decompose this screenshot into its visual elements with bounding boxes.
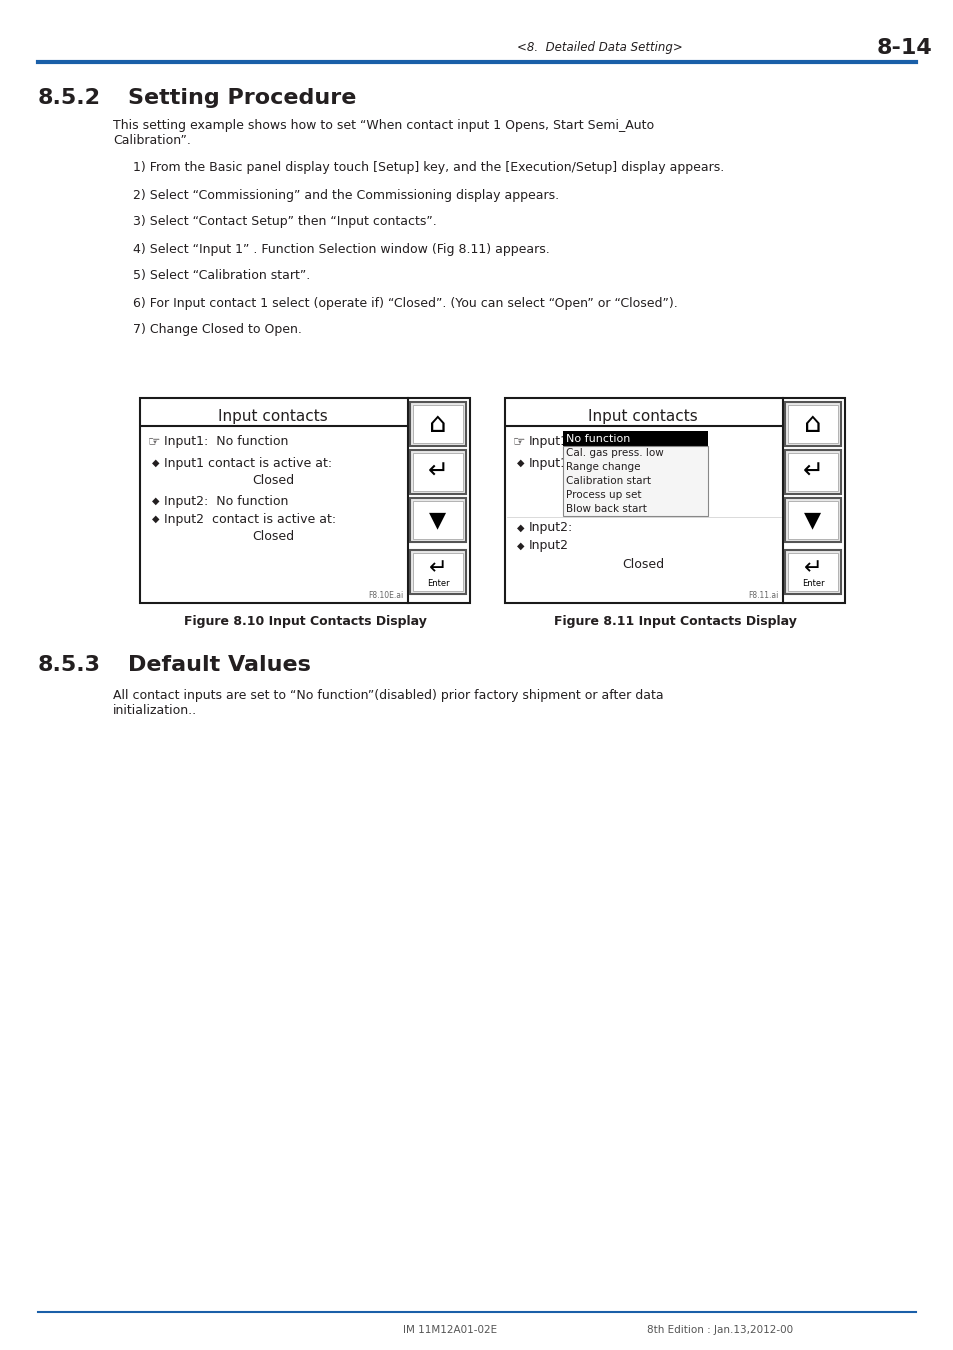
Text: 8-14: 8-14 [876, 38, 932, 58]
Bar [784, 450, 841, 494]
Bar [413, 554, 462, 591]
Text: Enter: Enter [801, 579, 823, 589]
Text: initialization..: initialization.. [112, 703, 197, 717]
Text: ◆: ◆ [152, 514, 159, 524]
Text: 4) Select “Input 1” . Function Selection window (Fig 8.11) appears.: 4) Select “Input 1” . Function Selection… [132, 243, 549, 255]
Text: Calibration start: Calibration start [565, 477, 650, 486]
Text: 2) Select “Commissioning” and the Commissioning display appears.: 2) Select “Commissioning” and the Commis… [132, 189, 558, 201]
Text: Input1 contact is active at:: Input1 contact is active at: [164, 456, 332, 470]
Bar [410, 450, 465, 494]
Bar [784, 402, 841, 446]
Text: 8.5.3: 8.5.3 [38, 655, 101, 675]
Text: Default Values: Default Values [128, 655, 311, 675]
Text: 6) For Input contact 1 select (operate if) “Closed”. (You can select “Open” or “: 6) For Input contact 1 select (operate i… [132, 297, 677, 309]
Text: F8.10E.ai: F8.10E.ai [369, 591, 403, 599]
Text: Closed: Closed [252, 531, 294, 544]
Text: Blow back start: Blow back start [565, 504, 646, 514]
Text: Figure 8.11 Input Contacts Display: Figure 8.11 Input Contacts Display [553, 614, 796, 628]
Text: ▼: ▼ [429, 510, 446, 531]
Text: Input contacts: Input contacts [218, 409, 328, 424]
Text: ◆: ◆ [517, 522, 524, 533]
Bar [413, 405, 462, 443]
Text: ⌂: ⌂ [429, 410, 446, 437]
Bar [413, 454, 462, 491]
Text: Input1: Input1 [529, 456, 568, 470]
Text: 5) Select “Calibration start”.: 5) Select “Calibration start”. [132, 270, 310, 282]
Text: 7) Change Closed to Open.: 7) Change Closed to Open. [132, 324, 301, 336]
Text: Input contacts: Input contacts [587, 409, 698, 424]
Text: ☞: ☞ [148, 433, 160, 448]
Text: No function: No function [565, 433, 630, 444]
Text: ↵: ↵ [801, 460, 822, 485]
Text: Closed: Closed [621, 558, 663, 571]
Text: ◆: ◆ [152, 458, 159, 468]
Text: Input1:: Input1: [529, 435, 573, 447]
Text: This setting example shows how to set “When contact input 1 Opens, Start Semi_Au: This setting example shows how to set “W… [112, 120, 654, 132]
Text: Setting Procedure: Setting Procedure [128, 88, 356, 108]
Text: 8.5.2: 8.5.2 [38, 88, 101, 108]
Bar [784, 498, 841, 541]
Bar [410, 498, 465, 541]
Text: ☞: ☞ [513, 433, 525, 448]
Text: ↵: ↵ [428, 558, 447, 578]
Text: IM 11M12A01-02E: IM 11M12A01-02E [402, 1324, 497, 1335]
Text: Range change: Range change [565, 462, 639, 472]
Bar [410, 549, 465, 594]
Bar [562, 446, 707, 516]
Bar [787, 454, 837, 491]
Text: Input2: Input2 [529, 540, 568, 552]
Text: Input1:  No function: Input1: No function [164, 435, 288, 447]
Text: F8.11.ai: F8.11.ai [748, 591, 779, 599]
Text: 8th Edition : Jan.13,2012-00: 8th Edition : Jan.13,2012-00 [646, 1324, 792, 1335]
Text: ↵: ↵ [427, 460, 448, 485]
Text: Figure 8.10 Input Contacts Display: Figure 8.10 Input Contacts Display [183, 614, 426, 628]
Bar [787, 554, 837, 591]
Text: Input2  contact is active at:: Input2 contact is active at: [164, 513, 335, 525]
Text: 3) Select “Contact Setup” then “Input contacts”.: 3) Select “Contact Setup” then “Input co… [132, 216, 436, 228]
Bar [140, 398, 470, 603]
Bar [784, 549, 841, 594]
Text: ↵: ↵ [802, 558, 821, 578]
Text: Input2:: Input2: [529, 521, 573, 535]
Bar [562, 431, 707, 446]
Text: ◆: ◆ [517, 541, 524, 551]
Text: Enter: Enter [426, 579, 449, 589]
Text: Process up set: Process up set [565, 490, 640, 500]
Text: <8.  Detailed Data Setting>: <8. Detailed Data Setting> [517, 42, 682, 54]
Text: Cal. gas press. low: Cal. gas press. low [565, 448, 663, 458]
Bar [787, 501, 837, 539]
Bar [787, 405, 837, 443]
Text: ◆: ◆ [517, 458, 524, 468]
Text: ▼: ▼ [803, 510, 821, 531]
Bar [410, 402, 465, 446]
Bar [504, 398, 844, 603]
Text: All contact inputs are set to “No function”(disabled) prior factory shipment or : All contact inputs are set to “No functi… [112, 688, 663, 702]
Text: Closed: Closed [252, 474, 294, 487]
Bar [413, 501, 462, 539]
Text: ⌂: ⌂ [803, 410, 821, 437]
Text: Calibration”.: Calibration”. [112, 135, 191, 147]
Text: Input2:  No function: Input2: No function [164, 494, 288, 508]
Text: ◆: ◆ [152, 495, 159, 506]
Text: 1) From the Basic panel display touch [Setup] key, and the [Execution/Setup] dis: 1) From the Basic panel display touch [S… [132, 162, 723, 174]
